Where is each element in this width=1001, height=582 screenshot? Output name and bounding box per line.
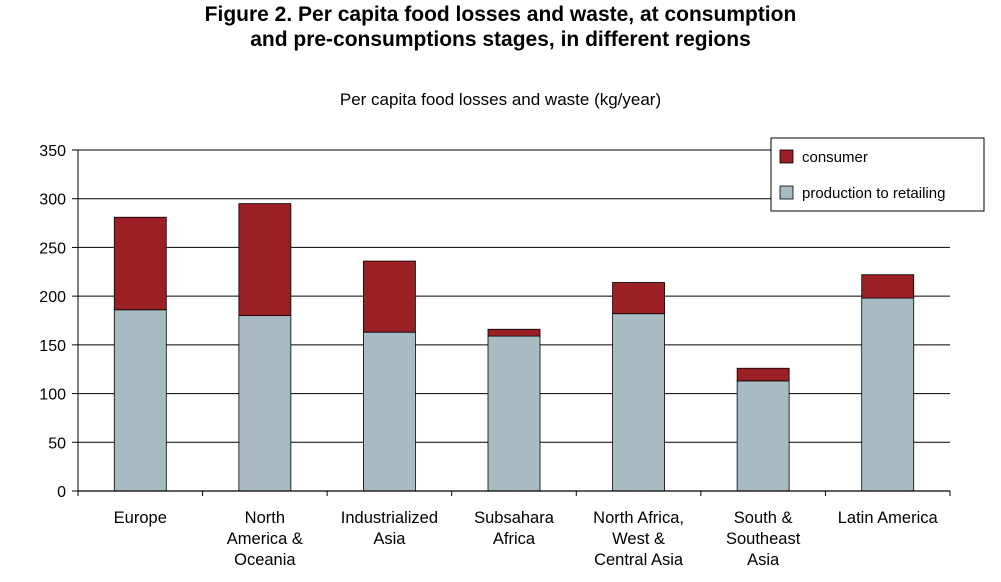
y-axis: 0 50 100 150 200 250 300 350: [39, 143, 79, 501]
bar-production-6: [861, 297, 915, 492]
figure-title-line-2: and pre-consumptions stages, in differen…: [250, 28, 751, 51]
legend-box: [770, 137, 985, 212]
x-tick-label-0: Europe: [114, 509, 167, 527]
legend-label-0: consumer: [802, 149, 868, 166]
bar-consumer-2: [363, 260, 416, 333]
bar-consumer-3: [487, 328, 541, 337]
y-tick-label-350: 350: [39, 143, 66, 160]
legend-swatch-0: [779, 149, 794, 164]
x-tick-label-5: South & Southeast Asia: [726, 509, 801, 569]
y-tick-label-0: 0: [57, 484, 66, 501]
bar-production-3: [487, 335, 541, 492]
figure-title: Figure 2. Per capita food losses and was…: [0, 2, 1001, 52]
bar-production-0: [113, 309, 167, 492]
bar-consumer-0: [113, 216, 167, 311]
bar-production-4: [612, 313, 665, 492]
x-tick-label-4: North Africa, West & Central Asia: [593, 509, 684, 569]
figure-title-line-1: Figure 2. Per capita food losses and was…: [204, 3, 797, 26]
y-tick-label-250: 250: [39, 240, 66, 257]
y-tick-label-50: 50: [48, 435, 66, 452]
y-tick-label-300: 300: [39, 192, 66, 209]
legend: consumer production to retailing: [770, 137, 985, 212]
x-tick-label-2: Industrialized Asia: [341, 509, 438, 548]
bar-production-2: [363, 331, 416, 492]
y-tick-label-150: 150: [39, 338, 66, 355]
x-tick-label-1: North America & Oceania: [227, 509, 303, 569]
bar-consumer-4: [612, 282, 665, 315]
bar-consumer-5: [736, 367, 790, 382]
bars: [113, 203, 915, 492]
x-axis: Europe North America & Oceania Industrialize…: [77, 490, 951, 569]
y-tick-label-100: 100: [39, 387, 66, 404]
legend-label-1: production to retailing: [802, 185, 945, 202]
bar-consumer-1: [238, 203, 292, 317]
y-tick-label-200: 200: [39, 289, 66, 306]
x-tick-label-3: Subsahara Africa: [474, 509, 555, 548]
bar-production-5: [736, 380, 790, 492]
x-tick-label-6: Latin America: [838, 509, 939, 527]
legend-swatch-1: [779, 185, 794, 200]
bar-production-1: [238, 315, 292, 492]
chart-title: Per capita food losses and waste (kg/yea…: [339, 90, 662, 109]
bar-consumer-6: [861, 274, 915, 299]
